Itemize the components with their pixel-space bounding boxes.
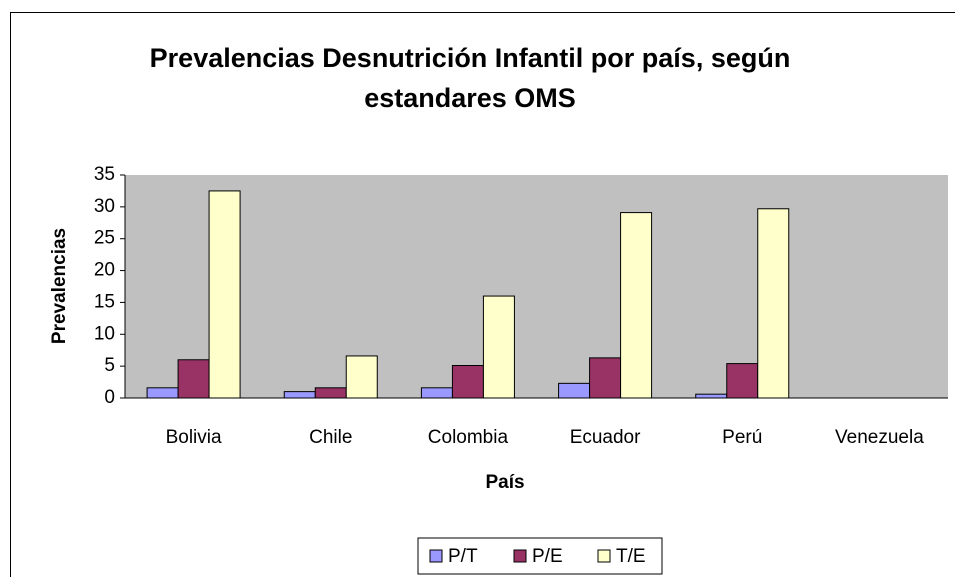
- legend-swatch: [513, 549, 527, 563]
- bar: [558, 382, 591, 399]
- bar: [420, 387, 453, 399]
- bar: [589, 357, 622, 399]
- y-tick-label: 5: [104, 355, 115, 376]
- x-tick-label: Venezuela: [835, 427, 924, 448]
- y-tick-label: 30: [94, 196, 115, 217]
- bar: [757, 208, 790, 399]
- y-tick-label: 35: [94, 164, 115, 185]
- y-axis-label: Prevalencias: [49, 228, 70, 344]
- bar: [726, 363, 759, 399]
- bar: [451, 365, 484, 399]
- bar: [283, 391, 316, 399]
- bar: [695, 393, 728, 399]
- legend-label: T/E: [616, 546, 646, 567]
- x-tick-label: Colombia: [428, 427, 509, 448]
- bar: [345, 355, 378, 399]
- legend-swatch: [429, 549, 443, 563]
- bar: [314, 387, 347, 399]
- plot-area: [125, 175, 948, 398]
- y-tick-label: 20: [94, 260, 115, 281]
- x-tick-label: Perú: [722, 427, 762, 448]
- x-tick-label: Chile: [309, 427, 352, 448]
- legend-label: P/E: [532, 546, 563, 567]
- y-tick-label: 0: [104, 387, 115, 408]
- y-tick-label: 10: [94, 323, 115, 344]
- bar: [177, 359, 210, 399]
- y-tick-label: 25: [94, 228, 115, 249]
- legend-swatch: [597, 549, 611, 563]
- y-tick-label: 15: [94, 291, 115, 312]
- chart-title: Prevalencias Desnutrición Infantil por p…: [149, 43, 791, 113]
- bar: [620, 212, 653, 399]
- bar: [146, 387, 179, 399]
- bar: [482, 295, 515, 399]
- x-tick-label: Bolivia: [166, 427, 222, 448]
- x-axis-label: País: [485, 472, 524, 493]
- bar: [208, 190, 241, 399]
- x-tick-label: Ecuador: [570, 427, 641, 448]
- legend-label: P/T: [448, 546, 478, 567]
- legend-box: [417, 537, 663, 575]
